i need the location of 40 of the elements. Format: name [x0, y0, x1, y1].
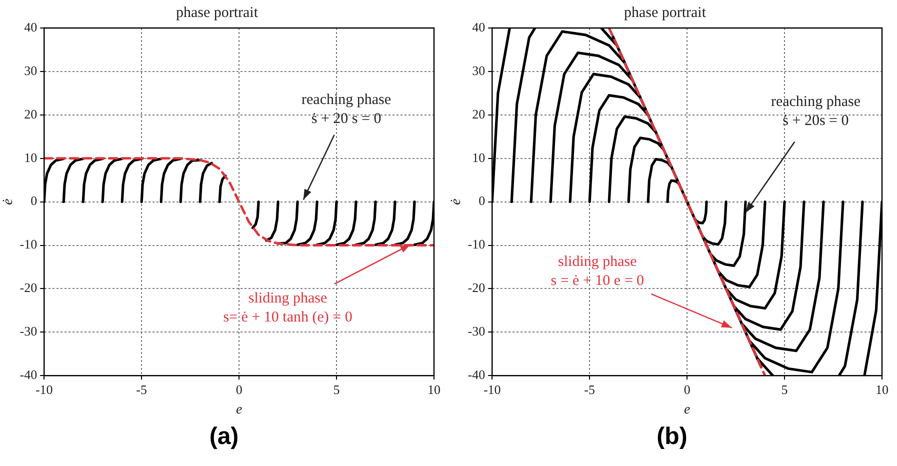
y-tick-label: -30: [468, 324, 486, 339]
x-tick-label: -5: [136, 382, 148, 397]
text: (a): [209, 422, 239, 452]
y-tick-label: 0: [478, 193, 486, 208]
annotation: reaching phase ṡ + 20s = 0: [770, 94, 861, 129]
y-tick-label: 30: [24, 62, 38, 78]
y-tick-label: 20: [24, 106, 38, 122]
x-tick-label: 5: [333, 382, 340, 397]
y-tick-label: 30: [472, 62, 486, 78]
y-tick-label: -30: [20, 324, 38, 339]
chart-title: phase portrait: [176, 4, 259, 21]
x-tick-label: 5: [781, 382, 788, 397]
y-tick-label: -10: [468, 236, 486, 252]
x-tick-label: -10: [35, 382, 53, 397]
annotation: sliding phase s = ė + 10 e = 0: [550, 254, 644, 289]
x-tick-label: 10: [428, 382, 440, 397]
y-tick-label: 10: [24, 150, 38, 165]
annotation: reaching phase ṡ + 20 s = 0: [302, 92, 392, 128]
y-axis-title: ė: [449, 198, 464, 205]
y-tick-label: 0: [30, 193, 38, 208]
annotation: sliding phase s= ė + 10 tanh (e) = 0: [223, 290, 352, 326]
text: (b): [656, 422, 688, 452]
x-axis-title: e: [684, 402, 690, 418]
y-tick-label: -20: [468, 280, 486, 296]
y-tick-label: -40: [20, 367, 38, 382]
x-tick-label: -10: [483, 382, 501, 397]
y-tick-label: 10: [472, 150, 486, 165]
y-tick-label: -20: [20, 280, 38, 296]
chart-title: phase portrait: [624, 4, 707, 21]
x-tick-label: 10: [876, 382, 888, 397]
x-tick-label: 0: [236, 382, 242, 397]
y-tick-label: 40: [24, 19, 38, 34]
y-tick-label: -40: [468, 367, 486, 382]
x-axis-title: e: [236, 402, 242, 418]
x-tick-label: -5: [584, 382, 596, 397]
y-tick-label: -10: [20, 236, 38, 252]
x-tick-label: 0: [684, 382, 690, 397]
y-tick-label: 20: [472, 106, 486, 122]
y-tick-label: 40: [472, 19, 486, 34]
y-axis-title: ė: [1, 198, 16, 205]
